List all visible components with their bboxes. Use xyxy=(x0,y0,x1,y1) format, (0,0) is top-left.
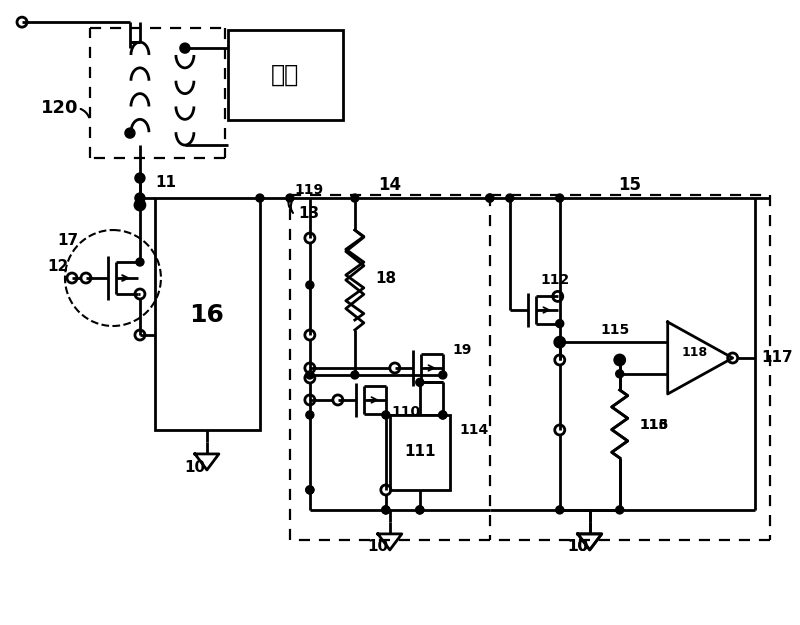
Circle shape xyxy=(125,128,135,138)
Text: 118: 118 xyxy=(682,346,708,359)
Circle shape xyxy=(180,43,190,53)
Text: 10: 10 xyxy=(567,539,588,554)
Text: 119: 119 xyxy=(295,183,324,197)
Bar xyxy=(390,415,450,490)
Text: 18: 18 xyxy=(375,271,396,286)
Circle shape xyxy=(438,411,446,419)
Circle shape xyxy=(351,371,359,379)
Bar xyxy=(228,30,343,120)
Text: 15: 15 xyxy=(618,176,642,194)
Circle shape xyxy=(506,194,514,202)
Text: 10: 10 xyxy=(567,539,588,554)
FancyArrowPatch shape xyxy=(288,201,290,208)
Circle shape xyxy=(306,411,314,419)
Circle shape xyxy=(256,194,264,202)
Circle shape xyxy=(556,319,564,328)
Text: 17: 17 xyxy=(58,232,78,248)
Text: 16: 16 xyxy=(190,303,224,327)
Circle shape xyxy=(306,486,314,494)
Circle shape xyxy=(135,193,145,203)
Text: 13: 13 xyxy=(298,206,319,221)
Circle shape xyxy=(416,506,424,514)
Circle shape xyxy=(486,194,494,202)
Text: 19: 19 xyxy=(453,343,472,357)
Circle shape xyxy=(556,194,564,202)
FancyArrowPatch shape xyxy=(290,202,293,213)
Text: 112: 112 xyxy=(541,273,570,287)
Text: 11: 11 xyxy=(155,174,176,189)
Text: 12: 12 xyxy=(47,259,69,274)
Circle shape xyxy=(438,411,446,419)
Circle shape xyxy=(136,201,144,209)
Circle shape xyxy=(616,370,624,378)
Circle shape xyxy=(351,194,359,202)
Circle shape xyxy=(416,378,424,386)
Text: 117: 117 xyxy=(762,351,794,366)
Circle shape xyxy=(136,258,144,266)
Text: 114: 114 xyxy=(460,423,489,437)
Text: 14: 14 xyxy=(378,176,402,194)
Circle shape xyxy=(135,173,145,183)
Text: 113: 113 xyxy=(640,418,669,432)
Text: 115: 115 xyxy=(600,323,630,337)
Text: 10: 10 xyxy=(184,461,206,476)
Circle shape xyxy=(556,506,564,514)
Text: 10: 10 xyxy=(367,539,388,554)
Text: 111: 111 xyxy=(404,444,435,459)
Text: 输出: 输出 xyxy=(270,63,299,87)
Text: 110: 110 xyxy=(392,405,421,419)
Circle shape xyxy=(306,371,314,379)
Circle shape xyxy=(382,411,390,419)
Circle shape xyxy=(382,506,390,514)
Bar xyxy=(155,198,260,430)
Circle shape xyxy=(382,506,390,514)
Polygon shape xyxy=(668,322,733,394)
Circle shape xyxy=(416,506,424,514)
Circle shape xyxy=(306,486,314,494)
Circle shape xyxy=(486,194,494,202)
Text: 116: 116 xyxy=(640,418,669,432)
Circle shape xyxy=(616,356,624,364)
FancyArrowPatch shape xyxy=(81,109,89,118)
Circle shape xyxy=(616,506,624,514)
Circle shape xyxy=(306,281,314,289)
Text: 120: 120 xyxy=(42,99,78,117)
Circle shape xyxy=(286,194,294,202)
Circle shape xyxy=(438,371,446,379)
Circle shape xyxy=(556,338,564,346)
